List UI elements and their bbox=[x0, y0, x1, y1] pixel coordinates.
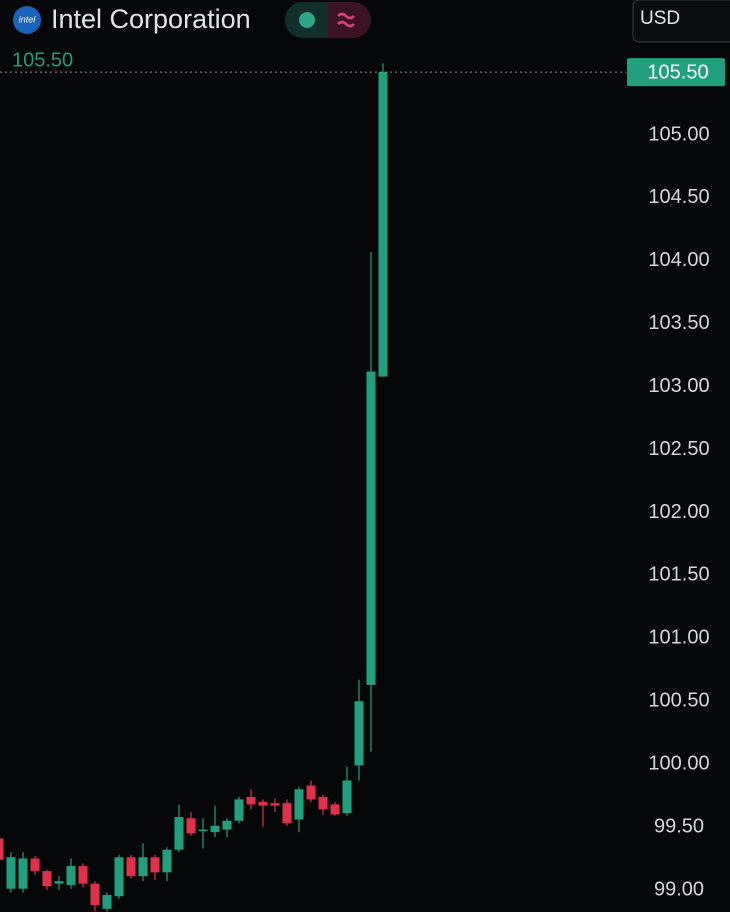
logo-text: intel bbox=[19, 14, 37, 24]
candle-body bbox=[90, 883, 100, 906]
y-tick-label: 103.00 bbox=[648, 375, 709, 397]
candle-body bbox=[222, 820, 232, 830]
last-price-badge-label: 105.50 bbox=[647, 61, 708, 83]
candle-body bbox=[210, 825, 220, 833]
candle-body bbox=[162, 849, 172, 873]
candle-body bbox=[318, 796, 328, 810]
y-tick-label: 100.50 bbox=[648, 690, 709, 712]
candle-body bbox=[66, 866, 76, 885]
candle-body bbox=[114, 857, 124, 897]
candle-body bbox=[198, 829, 208, 832]
y-tick-label: 102.00 bbox=[648, 501, 709, 523]
candle-body bbox=[150, 857, 160, 873]
candle-body bbox=[306, 785, 316, 800]
y-tick-label: 99.50 bbox=[654, 815, 704, 837]
candle-body bbox=[54, 881, 64, 884]
candle-body bbox=[30, 858, 40, 872]
candle-body bbox=[42, 871, 52, 887]
y-tick-label: 104.50 bbox=[648, 186, 709, 208]
candle-body bbox=[270, 803, 280, 806]
y-tick-label: 103.50 bbox=[648, 312, 709, 334]
candle-body bbox=[330, 804, 340, 815]
y-tick-label: 100.00 bbox=[648, 752, 709, 774]
candle-body bbox=[0, 838, 4, 860]
candle-body bbox=[282, 803, 292, 824]
y-tick-label: 101.00 bbox=[648, 627, 709, 649]
candle-body bbox=[18, 858, 28, 889]
status-dot bbox=[299, 12, 315, 28]
candle-body bbox=[294, 789, 304, 820]
currency-box[interactable] bbox=[632, 0, 730, 43]
y-tick-label: 102.50 bbox=[648, 438, 709, 460]
candle-body bbox=[174, 817, 184, 850]
y-tick-label: 104.00 bbox=[648, 249, 709, 271]
y-tick-label: 101.50 bbox=[648, 564, 709, 586]
candle-body bbox=[78, 866, 88, 884]
candle-body bbox=[378, 72, 388, 377]
last-price-left-label: 105.50 bbox=[12, 49, 73, 71]
chart-title: Intel Corporation bbox=[51, 4, 251, 34]
logo bbox=[13, 6, 41, 34]
last-price-badge bbox=[627, 58, 725, 87]
candle-body bbox=[6, 857, 16, 889]
candle-body bbox=[354, 701, 364, 766]
candle-body bbox=[366, 371, 376, 685]
candle-body bbox=[246, 796, 256, 805]
candle-body bbox=[126, 857, 136, 877]
currency: USD bbox=[640, 8, 680, 29]
candle-body bbox=[258, 801, 268, 806]
candle-body bbox=[186, 818, 196, 834]
candle-body bbox=[102, 895, 112, 909]
y-tick-label: 105.00 bbox=[648, 123, 709, 145]
candle-body bbox=[234, 799, 244, 821]
candle-body bbox=[138, 857, 148, 877]
candle-body bbox=[342, 780, 352, 814]
plot-area: 99.00 99.50 100.00 100.50 101.00 101.50 102.00… bbox=[0, 49, 725, 912]
y-tick-label: 99.00 bbox=[654, 878, 704, 900]
approx-icon bbox=[337, 12, 355, 28]
